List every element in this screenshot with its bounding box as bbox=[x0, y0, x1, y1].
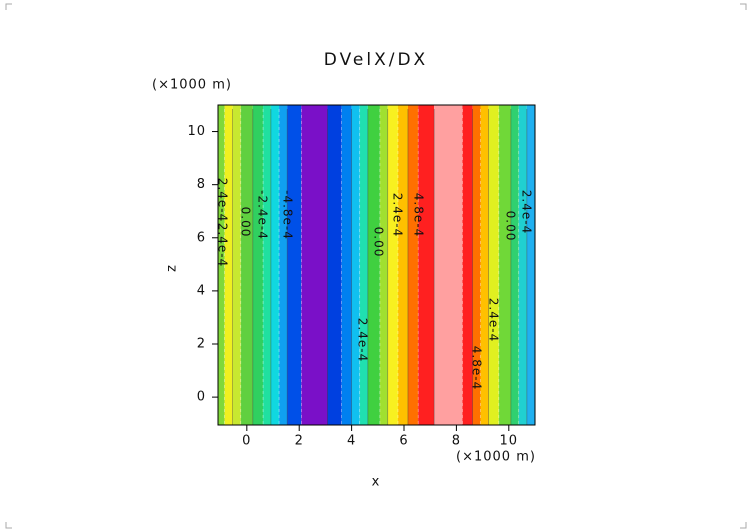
contour-band bbox=[418, 105, 435, 425]
y-axis-label: z bbox=[165, 264, 180, 272]
plot-area bbox=[218, 105, 535, 425]
contour-band bbox=[287, 105, 302, 425]
contour-band bbox=[462, 105, 473, 425]
y-tick-label: 8 bbox=[197, 177, 206, 192]
contour-band bbox=[472, 105, 481, 425]
contour-band bbox=[526, 105, 535, 425]
y-tick-label: 6 bbox=[197, 230, 206, 245]
contour-band bbox=[341, 105, 352, 425]
plot-frame bbox=[217, 104, 536, 426]
contour-band bbox=[498, 105, 511, 425]
x-unit: (×1000 m) bbox=[456, 450, 536, 465]
contour-band bbox=[301, 105, 328, 425]
contour-band bbox=[387, 105, 398, 425]
contour-band bbox=[218, 105, 225, 425]
contour-label: 2.4e-4 bbox=[216, 178, 230, 222]
contour-label: 0.00 bbox=[372, 227, 386, 258]
page-corners bbox=[5, 3, 747, 529]
contour-band bbox=[510, 105, 519, 425]
x-tick-label: 4 bbox=[347, 434, 356, 449]
x-tick-label: 6 bbox=[399, 434, 408, 449]
y-tick-label: 2 bbox=[197, 337, 206, 352]
chart-title: DVelX/DX bbox=[324, 50, 428, 70]
contour-band bbox=[252, 105, 264, 425]
contour-band bbox=[397, 105, 408, 425]
contour-band bbox=[351, 105, 360, 425]
y-tick-label: 10 bbox=[187, 124, 206, 139]
contour-label: 0.00 bbox=[504, 211, 518, 242]
contour-band bbox=[480, 105, 489, 425]
y-unit: (×1000 m) bbox=[152, 78, 232, 93]
contour-band bbox=[518, 105, 527, 425]
contour-label: 4.8e-4 bbox=[412, 193, 426, 237]
contour-label: 2.4e-4 bbox=[216, 223, 230, 267]
contour-band bbox=[434, 105, 463, 425]
contour-band bbox=[270, 105, 280, 425]
contour-label: 0.00 bbox=[239, 207, 253, 238]
contour-label: 2.4e-4 bbox=[520, 190, 534, 234]
x-tick-label: 10 bbox=[500, 434, 519, 449]
contour-label: 2.4e-4 bbox=[356, 318, 370, 362]
y-tick-label: 0 bbox=[197, 390, 206, 405]
contour-band bbox=[263, 105, 271, 425]
contour-label: -2.4e-4 bbox=[256, 190, 270, 240]
x-tick-label: 0 bbox=[242, 434, 251, 449]
contour-band bbox=[359, 105, 368, 425]
contour-band bbox=[224, 105, 233, 425]
contour-label: 2.4e-4 bbox=[391, 193, 405, 237]
contour-label: 4.8e-4 bbox=[470, 346, 484, 390]
y-tick-label: 4 bbox=[197, 283, 206, 298]
contour-band bbox=[240, 105, 253, 425]
x-tick-label: 2 bbox=[295, 434, 304, 449]
contour-label: -4.8e-4 bbox=[281, 190, 295, 240]
contour-band bbox=[367, 105, 380, 425]
contour-band bbox=[232, 105, 241, 425]
contour-band bbox=[279, 105, 288, 425]
contour-band bbox=[327, 105, 342, 425]
contour-band bbox=[407, 105, 419, 425]
x-tick-label: 8 bbox=[452, 434, 461, 449]
contour-label: 2.4e-4 bbox=[487, 298, 501, 342]
contour-band bbox=[488, 105, 499, 425]
x-axis-label: x bbox=[372, 475, 381, 490]
contour-band bbox=[379, 105, 388, 425]
